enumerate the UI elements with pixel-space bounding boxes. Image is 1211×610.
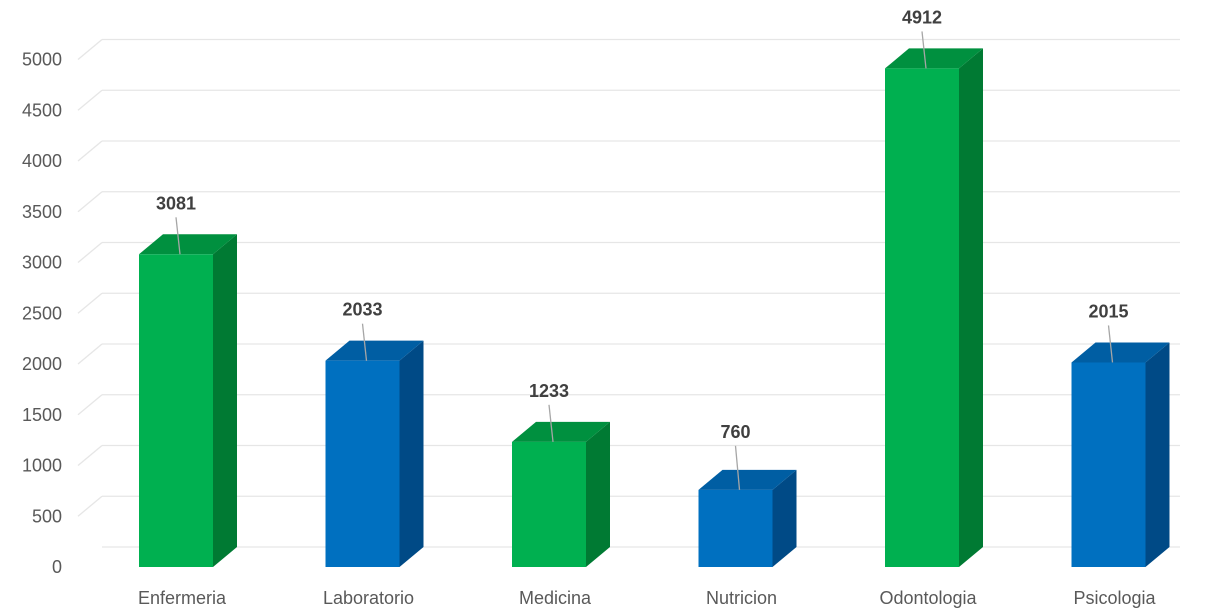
x-category-label: Enfermeria (138, 588, 227, 608)
bar-front-face (512, 441, 586, 567)
bar-front-face (1071, 362, 1146, 567)
y-tick-label: 3500 (22, 202, 62, 222)
bar-medicina (512, 421, 610, 567)
y-tick-label: 4500 (22, 100, 62, 120)
gridline-depth (77, 242, 103, 263)
x-category-label: Medicina (519, 588, 592, 608)
bars (139, 48, 1170, 567)
data-label-leader (548, 404, 554, 442)
gridline-depth (77, 495, 103, 517)
bar-side-face (213, 234, 237, 567)
gridline-depth (77, 343, 103, 365)
data-label: 2015 (1088, 301, 1128, 321)
data-label-leader (175, 217, 181, 255)
x-category-label: Odontologia (879, 588, 977, 608)
bar-top-face (1071, 342, 1170, 363)
data-label: 1233 (529, 381, 569, 401)
bar-psicologia (1071, 342, 1170, 567)
data-label: 760 (720, 422, 750, 442)
gridline-depth (77, 394, 103, 416)
x-category-label: Psicologia (1073, 588, 1156, 608)
gridline-depth (77, 191, 103, 213)
x-category-label: Laboratorio (323, 588, 414, 608)
bar-top-face (139, 234, 237, 255)
bar-enfermeria (139, 234, 237, 567)
y-tick-label: 2000 (22, 354, 62, 374)
bar-odontologia (885, 48, 983, 567)
bar-top-face (325, 340, 424, 361)
gridline-depth (77, 140, 103, 162)
bar-nutricion (698, 469, 797, 567)
x-category-label: Nutricion (706, 588, 777, 608)
bar-side-face (399, 340, 424, 567)
data-label: 4912 (902, 7, 942, 27)
bar-top-face (698, 469, 797, 490)
bar-front-face (139, 254, 213, 567)
y-tick-label: 5000 (22, 50, 62, 70)
x-axis-category-labels: Enfermeria Laboratorio Medicina Nutricion Od… (138, 588, 1157, 608)
data-label-leader (921, 31, 927, 69)
gridline-depth (77, 445, 103, 466)
y-tick-label: 3000 (22, 253, 62, 273)
bar-side-face (586, 421, 610, 567)
bar-front-face (325, 360, 400, 567)
y-tick-label: 1000 (22, 456, 62, 476)
y-axis-tick-labels: 0 500 1000 1500 2000 2500 3000 3500 4000 4500 5000 (22, 50, 62, 578)
gridline-depth (77, 292, 103, 314)
bar-front-face (698, 489, 773, 567)
bar-front-face (885, 68, 959, 567)
bar-top-face (885, 48, 983, 69)
y-tick-label: 2500 (22, 303, 62, 323)
gridline-depth (77, 39, 103, 60)
data-label-leader (1107, 325, 1114, 363)
bar-side-face (772, 469, 797, 567)
y-tick-label: 500 (32, 506, 62, 526)
data-label-leader (734, 445, 741, 490)
data-label: 3081 (156, 193, 196, 213)
bar-side-face (959, 48, 983, 567)
y-tick-label: 4000 (22, 151, 62, 171)
gridline-depth (77, 89, 103, 111)
bar-laboratorio (325, 340, 424, 567)
data-label: 2033 (342, 300, 382, 320)
bar-side-face (1145, 342, 1170, 567)
y-tick-label: 1500 (22, 405, 62, 425)
data-label-leader (361, 323, 368, 361)
y-tick-label: 0 (52, 557, 62, 577)
gridlines (77, 38, 1180, 548)
data-labels: 3081 2033 1233 760 4912 2015 (156, 7, 1129, 490)
bar-top-face (512, 421, 610, 442)
